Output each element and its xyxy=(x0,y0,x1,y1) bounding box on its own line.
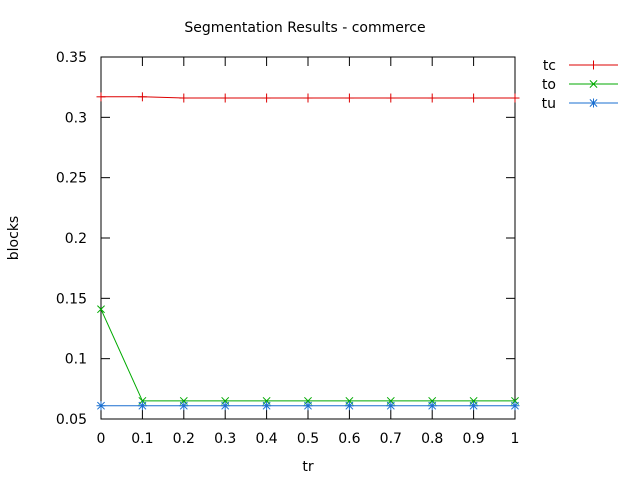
x-axis-label: tr xyxy=(302,459,313,475)
series-line-to xyxy=(100,308,515,402)
y-tick-label: 0.3 xyxy=(65,110,87,126)
data-point-tu xyxy=(220,401,230,411)
x-tick-label: 0 xyxy=(97,431,106,447)
x-tick-label: 0.9 xyxy=(462,431,484,447)
data-point-tu xyxy=(386,401,396,411)
data-point-tu xyxy=(510,401,520,411)
series-to xyxy=(97,305,519,405)
x-axis: 0 0.1 0.2 0.3 0.4 0.5 0.6 0.7 0.8 0.9 1 xyxy=(97,57,520,447)
data-point-to xyxy=(97,305,105,314)
data-point-tc xyxy=(262,93,272,103)
chart-title: Segmentation Results - commerce xyxy=(184,20,425,36)
x-tick-label: 0.5 xyxy=(297,431,319,447)
data-point-tu xyxy=(137,401,147,411)
data-point-tu xyxy=(262,401,272,411)
data-point-tc xyxy=(427,93,437,103)
x-tick-label: 0.1 xyxy=(131,431,153,447)
y-axis-label: blocks xyxy=(6,216,22,260)
legend-marker-tu xyxy=(589,98,598,108)
data-point-tu xyxy=(344,401,354,411)
x-tick-label: 1 xyxy=(511,431,520,447)
y-axis: 0.05 0.1 0.15 0.2 0.25 0.3 0.35 xyxy=(56,50,515,428)
series-group xyxy=(96,92,520,411)
y-tick-label: 0.1 xyxy=(65,352,87,368)
data-point-tc xyxy=(510,93,520,103)
series-tu xyxy=(96,401,520,411)
x-tick-label: 0.3 xyxy=(214,431,236,447)
data-point-tu xyxy=(303,401,313,411)
series-tc xyxy=(96,92,520,103)
data-point-tu xyxy=(469,401,479,411)
data-point-tc xyxy=(386,93,396,103)
y-tick-label: 0.35 xyxy=(56,50,87,66)
legend-marker-tc xyxy=(589,60,598,70)
legend: tc to tu xyxy=(542,58,618,112)
x-tick-label: 0.2 xyxy=(173,431,195,447)
y-tick-label: 0.05 xyxy=(56,412,87,428)
data-point-tc xyxy=(179,93,189,103)
data-point-tc xyxy=(303,93,313,103)
x-tick-label: 0.4 xyxy=(255,431,277,447)
data-point-tu xyxy=(96,401,106,411)
data-point-tc xyxy=(469,93,479,103)
y-tick-label: 0.2 xyxy=(65,231,87,247)
x-tick-label: 0.8 xyxy=(421,431,443,447)
plot-frame xyxy=(100,56,516,420)
legend-label-to: to xyxy=(542,77,556,93)
data-point-tc xyxy=(96,92,106,102)
y-tick-label: 0.15 xyxy=(56,291,87,307)
y-tick-label: 0.25 xyxy=(56,171,87,187)
x-tick-label: 0.6 xyxy=(338,431,360,447)
data-point-tc xyxy=(344,93,354,103)
data-point-tc xyxy=(220,93,230,103)
legend-label-tc: tc xyxy=(543,58,556,74)
legend-label-tu: tu xyxy=(542,96,556,112)
data-point-tu xyxy=(179,401,189,411)
data-point-tu xyxy=(427,401,437,411)
data-point-tc xyxy=(137,92,147,102)
legend-marker-to xyxy=(589,80,598,88)
x-tick-label: 0.7 xyxy=(380,431,402,447)
